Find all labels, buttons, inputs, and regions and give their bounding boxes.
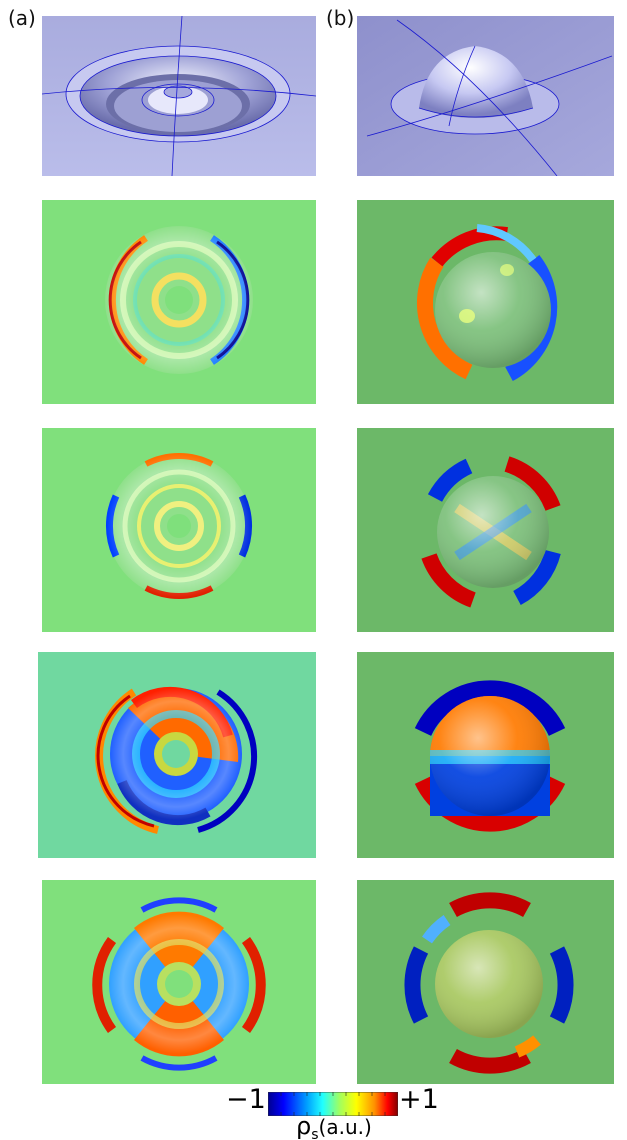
- panel-b-label: (b): [326, 6, 355, 30]
- hemisphere-mode-4-charge-map: [357, 880, 614, 1084]
- torus-geometry-model: [42, 16, 316, 176]
- colorbar-unit: (a.u.): [318, 1115, 372, 1139]
- panel-a-label: (a): [8, 6, 36, 30]
- hemisphere-geometry-model: [357, 16, 614, 176]
- torus-mode-2-charge-map: [42, 428, 316, 632]
- colorbar-symbol: ρ: [296, 1112, 312, 1140]
- hemisphere-mode-3-charge-map: [357, 652, 614, 858]
- torus-mode-4-charge-map: [42, 880, 316, 1084]
- hemisphere-mode-1-charge-map: [357, 200, 614, 404]
- colorbar-quantity-label: ρs(a.u.): [296, 1112, 372, 1140]
- torus-mode-1-charge-map: [42, 200, 316, 404]
- colorbar-min-label: −1: [226, 1084, 266, 1115]
- hemisphere-mode-2-charge-map: [357, 428, 614, 632]
- colorbar-max-label: +1: [399, 1084, 439, 1115]
- torus-mode-3-charge-map: [38, 652, 316, 858]
- colorbar: [267, 1091, 399, 1117]
- colorbar-symbol-subscript: s: [311, 1127, 319, 1140]
